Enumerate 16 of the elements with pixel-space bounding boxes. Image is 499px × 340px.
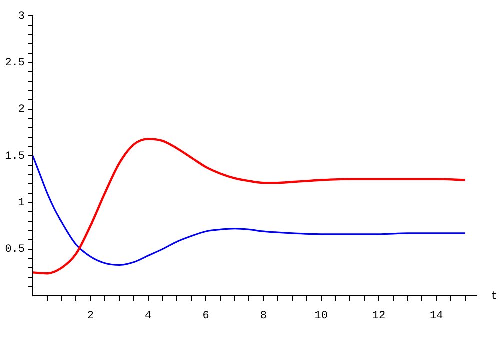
y-tick-label: 0.5 (5, 244, 25, 256)
x-tick-label: 8 (260, 310, 267, 323)
y-tick-label: 2.5 (5, 58, 25, 70)
x-axis-title: t (491, 290, 498, 303)
y-tick-label: 2 (18, 104, 25, 116)
line-series (33, 155, 466, 266)
x-tick-label: 6 (202, 310, 210, 323)
y-tick-label: 1.5 (5, 150, 25, 163)
y-tick-label: 3 (18, 10, 25, 23)
x-tick-label: 4 (145, 310, 152, 323)
y-tick-label: 1 (18, 198, 26, 210)
x-tick-label: 14 (430, 310, 444, 323)
line-series (33, 138, 467, 275)
x-tick-label: 10 (314, 310, 328, 323)
x-tick-label: 12 (372, 310, 386, 323)
x-tick-label: 2 (87, 310, 94, 323)
